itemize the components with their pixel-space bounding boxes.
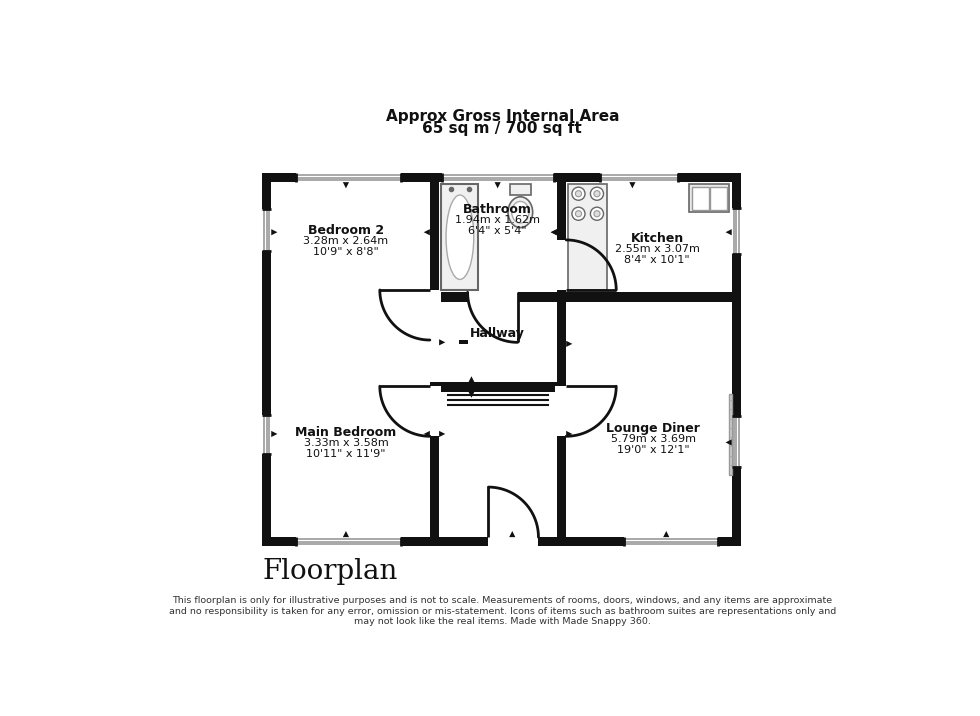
Bar <box>271 340 459 382</box>
Ellipse shape <box>508 197 533 228</box>
Text: 8'4" x 10'1": 8'4" x 10'1" <box>624 255 690 265</box>
Text: 2.55m x 3.07m: 2.55m x 3.07m <box>614 244 700 254</box>
Text: 3.33m x 3.58m: 3.33m x 3.58m <box>304 438 388 448</box>
Text: 10'11" x 11'9": 10'11" x 11'9" <box>306 449 386 459</box>
Bar <box>428 290 441 340</box>
Bar <box>430 173 439 546</box>
Polygon shape <box>725 440 732 445</box>
Bar <box>296 536 401 547</box>
Circle shape <box>590 187 604 200</box>
Text: This floorplan is only for illustrative purposes and is not to scale. Measuremen: This floorplan is only for illustrative … <box>169 596 836 626</box>
Bar <box>296 172 401 183</box>
Circle shape <box>572 187 585 200</box>
Circle shape <box>575 190 581 197</box>
Bar <box>430 292 566 301</box>
Polygon shape <box>566 341 572 347</box>
Polygon shape <box>725 229 732 236</box>
Polygon shape <box>551 229 557 236</box>
Text: 5.79m x 3.69m: 5.79m x 3.69m <box>611 435 696 445</box>
Bar <box>510 185 531 195</box>
Bar <box>430 382 566 392</box>
Bar <box>262 173 741 182</box>
Bar <box>729 394 732 475</box>
Polygon shape <box>439 339 445 345</box>
Bar <box>568 185 607 290</box>
Bar <box>262 537 741 546</box>
Polygon shape <box>468 376 474 382</box>
Polygon shape <box>343 531 349 537</box>
Polygon shape <box>468 392 474 398</box>
Circle shape <box>594 211 600 217</box>
Circle shape <box>575 211 581 217</box>
Bar <box>556 386 567 436</box>
Text: 6'4" x 5'4": 6'4" x 5'4" <box>468 226 527 236</box>
Bar <box>442 172 554 183</box>
Polygon shape <box>663 531 669 537</box>
Bar <box>262 415 272 454</box>
Bar <box>689 185 729 212</box>
Polygon shape <box>423 431 430 437</box>
Bar <box>731 208 742 253</box>
Bar <box>556 240 567 290</box>
Circle shape <box>590 207 604 221</box>
Circle shape <box>572 207 585 221</box>
Bar <box>262 173 271 546</box>
Polygon shape <box>439 431 445 437</box>
Polygon shape <box>551 229 557 236</box>
Bar <box>600 172 678 183</box>
Bar <box>692 187 709 210</box>
Text: Main Bedroom: Main Bedroom <box>295 426 397 439</box>
Text: 19'0" x 12'1": 19'0" x 12'1" <box>616 445 690 455</box>
Polygon shape <box>629 182 635 188</box>
Bar <box>732 173 741 546</box>
Bar <box>441 185 478 290</box>
Bar <box>624 536 718 547</box>
Bar <box>488 536 538 548</box>
Text: 65 sq m / 700 sq ft: 65 sq m / 700 sq ft <box>422 121 582 136</box>
Bar <box>467 291 517 303</box>
Text: Hallway: Hallway <box>470 327 525 340</box>
Polygon shape <box>271 229 277 236</box>
Bar <box>557 173 566 546</box>
Text: Floorplan: Floorplan <box>262 558 397 585</box>
Bar <box>557 292 741 301</box>
Bar <box>262 209 272 251</box>
Text: 1.94m x 1.62m: 1.94m x 1.62m <box>455 215 540 225</box>
Bar <box>731 416 742 467</box>
Text: Lounge Diner: Lounge Diner <box>607 422 700 435</box>
Bar <box>428 386 441 436</box>
Text: Bathroom: Bathroom <box>464 203 532 216</box>
Polygon shape <box>423 229 430 236</box>
Polygon shape <box>510 531 515 537</box>
Polygon shape <box>495 182 501 188</box>
Polygon shape <box>271 431 277 437</box>
Ellipse shape <box>512 201 529 223</box>
Polygon shape <box>343 182 349 188</box>
Bar <box>439 344 470 382</box>
Bar <box>271 340 468 382</box>
Circle shape <box>594 190 600 197</box>
Text: Bedroom 2: Bedroom 2 <box>308 224 384 237</box>
Text: 3.28m x 2.64m: 3.28m x 2.64m <box>304 236 388 246</box>
Bar <box>459 340 468 392</box>
Text: Kitchen: Kitchen <box>630 232 684 245</box>
Bar <box>262 173 741 546</box>
Polygon shape <box>566 431 572 437</box>
Bar <box>710 187 727 210</box>
Ellipse shape <box>446 195 473 279</box>
Text: 10'9" x 8'8": 10'9" x 8'8" <box>313 247 379 257</box>
Text: Approx Gross Internal Area: Approx Gross Internal Area <box>385 109 619 124</box>
Bar <box>430 344 470 382</box>
